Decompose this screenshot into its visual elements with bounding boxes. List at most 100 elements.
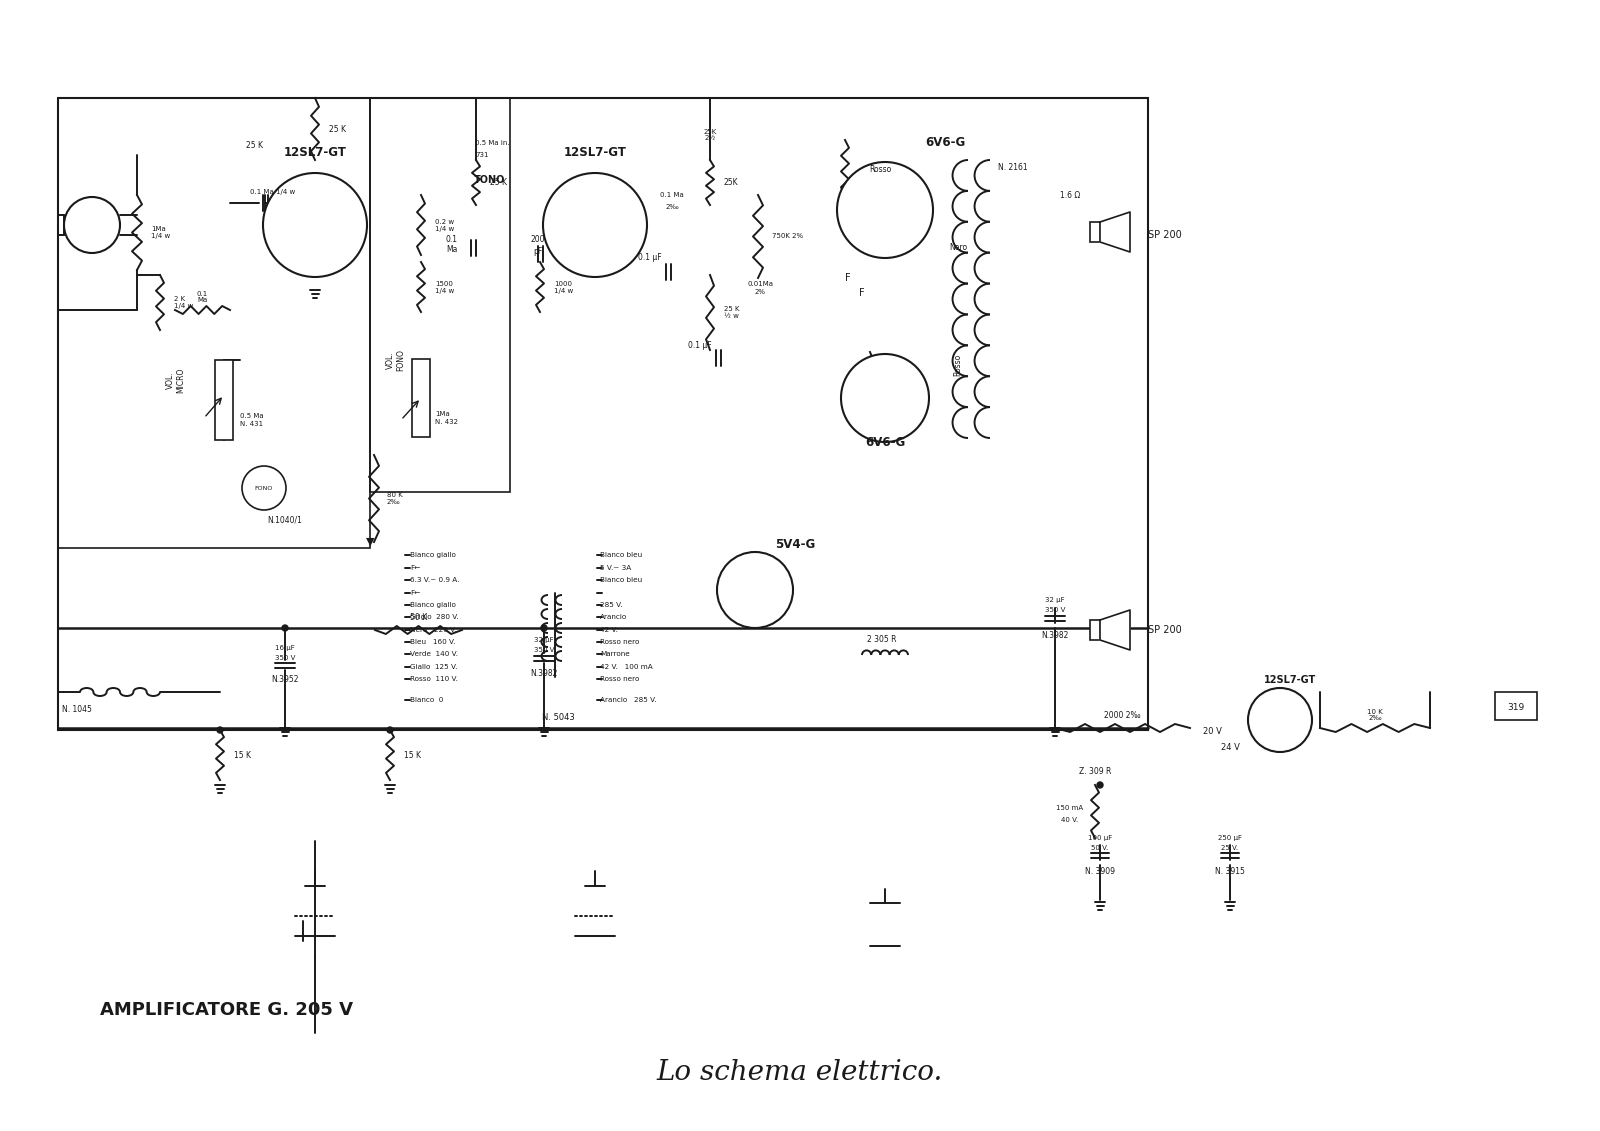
Bar [1494, 692, 1538, 720]
Text: 0.1 µF: 0.1 µF [688, 340, 712, 349]
Text: Bianco giallo: Bianco giallo [410, 602, 456, 608]
Text: TONO: TONO [474, 175, 506, 185]
Text: 20 V: 20 V [1203, 727, 1221, 736]
Text: 6.3 V.~ 0.9 A.: 6.3 V.~ 0.9 A. [410, 577, 459, 582]
Text: N.3982: N.3982 [530, 670, 558, 679]
Text: N. 2161: N. 2161 [998, 164, 1027, 173]
Text: N. 3909: N. 3909 [1085, 867, 1115, 877]
Text: 24 V: 24 V [1221, 743, 1240, 752]
Text: 20 K 1/4 w: 20 K 1/4 w [870, 165, 907, 171]
Bar [214, 360, 234, 440]
Circle shape [64, 197, 120, 253]
Text: 1500
1/4 w: 1500 1/4 w [435, 280, 454, 294]
Text: Giallo  125 V.: Giallo 125 V. [410, 664, 458, 670]
Text: 42 V.: 42 V. [600, 627, 618, 633]
Text: Arancio: Arancio [600, 614, 627, 620]
Text: 0.01Ma
2%: 0.01Ma 2% [747, 282, 773, 294]
Text: AMPLIFICATORE G. 205 V: AMPLIFICATORE G. 205 V [99, 1001, 354, 1019]
Circle shape [541, 625, 547, 631]
Circle shape [1248, 688, 1312, 752]
Text: 50 V.: 50 V. [1091, 845, 1109, 851]
Text: 1.6 Ω: 1.6 Ω [1059, 190, 1080, 199]
Text: Lo schema elettrico.: Lo schema elettrico. [658, 1059, 942, 1086]
Text: 2 K
1/4 w: 2 K 1/4 w [174, 296, 194, 309]
Text: N.3982: N.3982 [1042, 630, 1069, 639]
Circle shape [542, 173, 646, 277]
Text: 319: 319 [1507, 702, 1525, 711]
Text: SP 200: SP 200 [1149, 625, 1182, 634]
Text: 25K: 25K [723, 178, 739, 187]
Polygon shape [1101, 610, 1130, 650]
Text: VOL.
FONO: VOL. FONO [386, 349, 406, 371]
Text: Ma: Ma [446, 245, 458, 254]
Text: N. 5043: N. 5043 [542, 714, 574, 723]
Text: Arancio   285 V.: Arancio 285 V. [600, 697, 656, 703]
Circle shape [282, 625, 288, 631]
Text: Nero   220 V.: Nero 220 V. [410, 627, 456, 633]
Circle shape [218, 727, 222, 733]
Text: 0.5 Ma in.: 0.5 Ma in. [475, 140, 510, 146]
Circle shape [387, 727, 394, 733]
Text: 12SL7-GT: 12SL7-GT [1264, 675, 1317, 685]
Text: 0.2 w
1/4 w: 0.2 w 1/4 w [435, 218, 454, 232]
Text: 12SL7-GT: 12SL7-GT [563, 146, 627, 158]
Text: 25 K: 25 K [490, 178, 507, 187]
Text: Rosso nero: Rosso nero [600, 676, 640, 682]
Text: Rosso nero: Rosso nero [600, 639, 640, 645]
Text: 5 V.~ 3A: 5 V.~ 3A [600, 566, 632, 571]
Text: Bleu   160 V.: Bleu 160 V. [410, 639, 456, 645]
Text: 16 µF: 16 µF [275, 645, 294, 651]
Text: 250 µF: 250 µF [1218, 835, 1242, 841]
Text: Z. 309 R: Z. 309 R [1078, 768, 1110, 777]
Text: 750K 2%: 750K 2% [771, 233, 803, 240]
Text: 15 K: 15 K [234, 751, 251, 760]
Text: 350 V: 350 V [1045, 607, 1066, 613]
Circle shape [842, 354, 930, 442]
Text: 100 µF: 100 µF [1088, 835, 1112, 841]
Text: 150 mA: 150 mA [1056, 805, 1083, 811]
Text: 25 K: 25 K [246, 140, 264, 149]
Text: Rosso: Rosso [869, 165, 891, 174]
Text: 0.1
Ma: 0.1 Ma [197, 291, 208, 303]
Bar [58, 98, 370, 549]
Text: 0.1 Ma: 0.1 Ma [661, 192, 683, 198]
Text: Nero: Nero [949, 243, 966, 252]
Text: 10 K
2‰: 10 K 2‰ [1366, 708, 1382, 722]
Circle shape [837, 162, 933, 258]
Bar [58, 98, 1149, 729]
Bar [370, 98, 510, 492]
Text: F: F [859, 288, 866, 297]
Text: N. 3915: N. 3915 [1214, 867, 1245, 877]
Text: 285 V.: 285 V. [600, 602, 622, 608]
Text: 731: 731 [475, 152, 488, 158]
Text: Bianco bleu: Bianco bleu [600, 577, 642, 582]
Text: 12SL7-GT: 12SL7-GT [283, 146, 347, 158]
Text: 350 V: 350 V [534, 647, 554, 653]
Text: Bianco bleu: Bianco bleu [600, 552, 642, 558]
Text: Bianco  0: Bianco 0 [410, 697, 443, 703]
Text: Marrone: Marrone [600, 651, 630, 657]
Bar [1090, 620, 1101, 640]
Text: 0.5 Ma
N. 431: 0.5 Ma N. 431 [240, 414, 264, 426]
Text: Grigio  280 V.: Grigio 280 V. [410, 614, 459, 620]
Text: 6V6-G: 6V6-G [925, 137, 965, 149]
Text: 2000 2‰: 2000 2‰ [1104, 711, 1141, 720]
Text: MICRO: MICRO [78, 221, 106, 230]
Text: 40 V.: 40 V. [1061, 817, 1078, 823]
Text: 20 K
1/4 w: 20 K 1/4 w [883, 380, 902, 394]
Text: Verde  140 V.: Verde 140 V. [410, 651, 458, 657]
Text: ▼: ▼ [366, 537, 374, 547]
Text: FONO: FONO [254, 485, 274, 491]
Text: 42 V.   100 mA: 42 V. 100 mA [600, 664, 653, 670]
Polygon shape [1101, 211, 1130, 252]
Bar [413, 359, 430, 437]
Text: 25 V.: 25 V. [1221, 845, 1238, 851]
Text: 1000
1/4 w: 1000 1/4 w [554, 280, 573, 294]
Circle shape [717, 552, 794, 628]
Text: SP 200: SP 200 [1149, 230, 1182, 240]
Text: 15 K: 15 K [403, 751, 421, 760]
Text: 50 K: 50 K [410, 613, 427, 622]
Text: F: F [845, 273, 851, 283]
Text: 1Ma
1/4 w: 1Ma 1/4 w [150, 226, 170, 239]
Text: 25K
2½: 25K 2½ [704, 129, 717, 141]
